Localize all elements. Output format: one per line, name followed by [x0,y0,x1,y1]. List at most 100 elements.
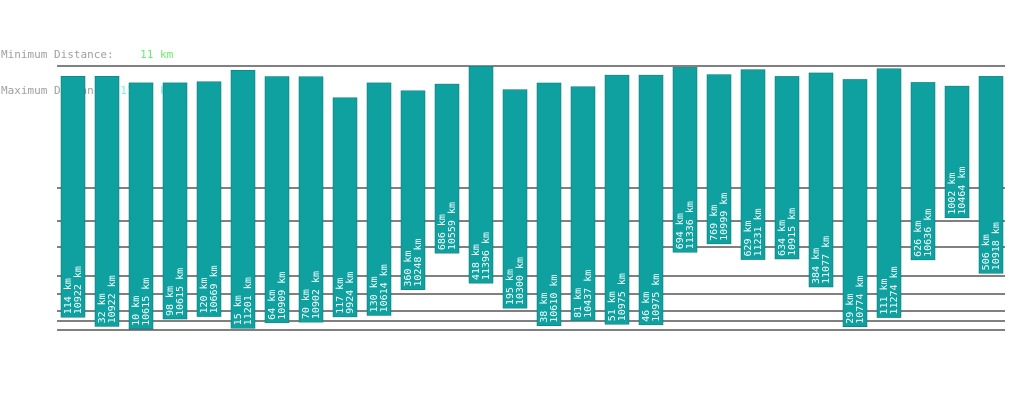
bar-group: 506 km10918 km [978,76,1004,274]
bar-label: 10 km10615 km [131,278,152,326]
bar-label-near: 111 km [879,278,890,314]
bar-label-near: 1002 km [947,173,958,215]
bar-label-far: 10615 km [141,278,152,326]
bar-label: 70 km10902 km [301,271,322,319]
bar-label: 418 km11396 km [471,232,492,280]
bar-group: 51 km10975 km [604,74,630,325]
bar [978,76,1004,274]
bar-label: 506 km10918 km [981,222,1002,270]
bar-group: 195 km10300 km [502,89,528,309]
bar-label-near: 506 km [981,234,992,270]
bar-label-near: 70 km [301,289,312,319]
bar-label-far: 10248 km [413,239,424,287]
bar-label-far: 10922 km [73,266,84,314]
bar [536,82,562,326]
bar [672,67,698,253]
bar-label-far: 10559 km [447,202,458,250]
bar-label-near: 98 km [165,286,176,316]
bar [332,97,358,318]
bar [264,76,290,324]
bar-group: 29 km10774 km [842,79,868,328]
bar-group: 15 km11201 km [230,70,256,329]
bar [230,70,256,329]
bar-label-far: 10615 km [175,268,186,316]
bar-label-near: 29 km [845,294,856,324]
bar [876,68,902,318]
bar-group: 46 km10975 km [638,74,664,326]
bar [60,76,86,318]
bars: 114 km10922 km 32 km10922 km 10 km10615 km… [60,65,1004,330]
bar-label-far: 10774 km [855,276,866,324]
bar-label-near: 15 km [233,295,244,325]
bar [128,82,154,330]
bar-group: 130 km10614 km [366,82,392,316]
bar-group: 98 km10615 km [162,82,188,320]
bar [162,82,188,320]
bar-label-near: 117 km [335,278,346,314]
bar-label: 81 km10437 km [573,270,594,318]
bar-label-near: 38 km [539,293,550,323]
bar-label-far: 10915 km [787,208,798,256]
bar-label: 384 km11077 km [811,236,832,284]
bar-label: 120 km10669 km [199,265,220,313]
bar [502,89,528,309]
bar-label: 29 km10774 km [845,276,866,324]
bar-group: 418 km11396 km [468,65,494,284]
bar-label-near: 626 km [913,221,924,257]
bar [706,74,732,245]
bar [468,65,494,284]
bar-label-far: 10636 km [923,209,934,257]
bar-label-near: 694 km [675,213,686,249]
bar [196,81,222,317]
bar-group: 634 km10915 km [774,76,800,260]
bar-group: 10 km10615 km [128,82,154,330]
bar [808,72,834,288]
bar-label-near: 32 km [97,293,108,323]
bar-group: 120 km10669 km [196,81,222,317]
bar-label-near: 51 km [607,291,618,321]
bar-label: 1002 km10464 km [947,167,968,215]
bar [944,85,970,219]
bar-label-near: 418 km [471,244,482,280]
bar-label: 629 km11231 km [743,208,764,256]
bar-label-far: 10909 km [277,272,288,320]
bar [774,76,800,260]
bar-group: 626 km10636 km [910,82,936,261]
bar-group: 686 km10559 km [434,83,460,254]
bar-label-near: 10 km [131,296,142,326]
bar [366,82,392,316]
bar-label-far: 10999 km [719,193,730,241]
bar-group: 384 km11077 km [808,72,834,288]
bar-label-far: 11396 km [481,232,492,280]
bar-label-far: 10669 km [209,265,220,313]
bar-group: 64 km10909 km [264,76,290,324]
bar-group: 32 km10922 km [94,76,120,327]
bar-label-far: 10614 km [379,264,390,312]
bar-group: 81 km10437 km [570,86,596,322]
bar-label: 130 km10614 km [369,264,390,312]
bar-label-far: 10975 km [651,274,662,322]
bar-label-far: 11077 km [821,236,832,284]
bar-label: 98 km10615 km [165,268,186,316]
bar-label: 32 km10922 km [97,275,118,323]
bar-label: 15 km11201 km [233,277,254,325]
bar-label: 38 km10610 km [539,275,560,323]
bar-label-far: 10300 km [515,257,526,305]
bar-label-near: 384 km [811,248,822,284]
bar-label: 117 km9924 km [335,272,356,314]
bar-label-far: 10902 km [311,271,322,319]
bar-label: 360 km10248 km [403,239,424,287]
bar-label-far: 10918 km [991,222,1002,270]
bar-group: 117 km9924 km [332,97,358,318]
bar-group: 629 km11231 km [740,69,766,260]
min-distance-value: 11 km [140,48,174,61]
bar-label-near: 64 km [267,290,278,320]
bar [400,90,426,290]
bar [298,76,324,323]
bar-label-near: 130 km [369,276,380,312]
bar-label-far: 9924 km [345,272,356,314]
bar [604,74,630,325]
bar-label: 686 km10559 km [437,202,458,250]
bar-label-near: 629 km [743,220,754,256]
